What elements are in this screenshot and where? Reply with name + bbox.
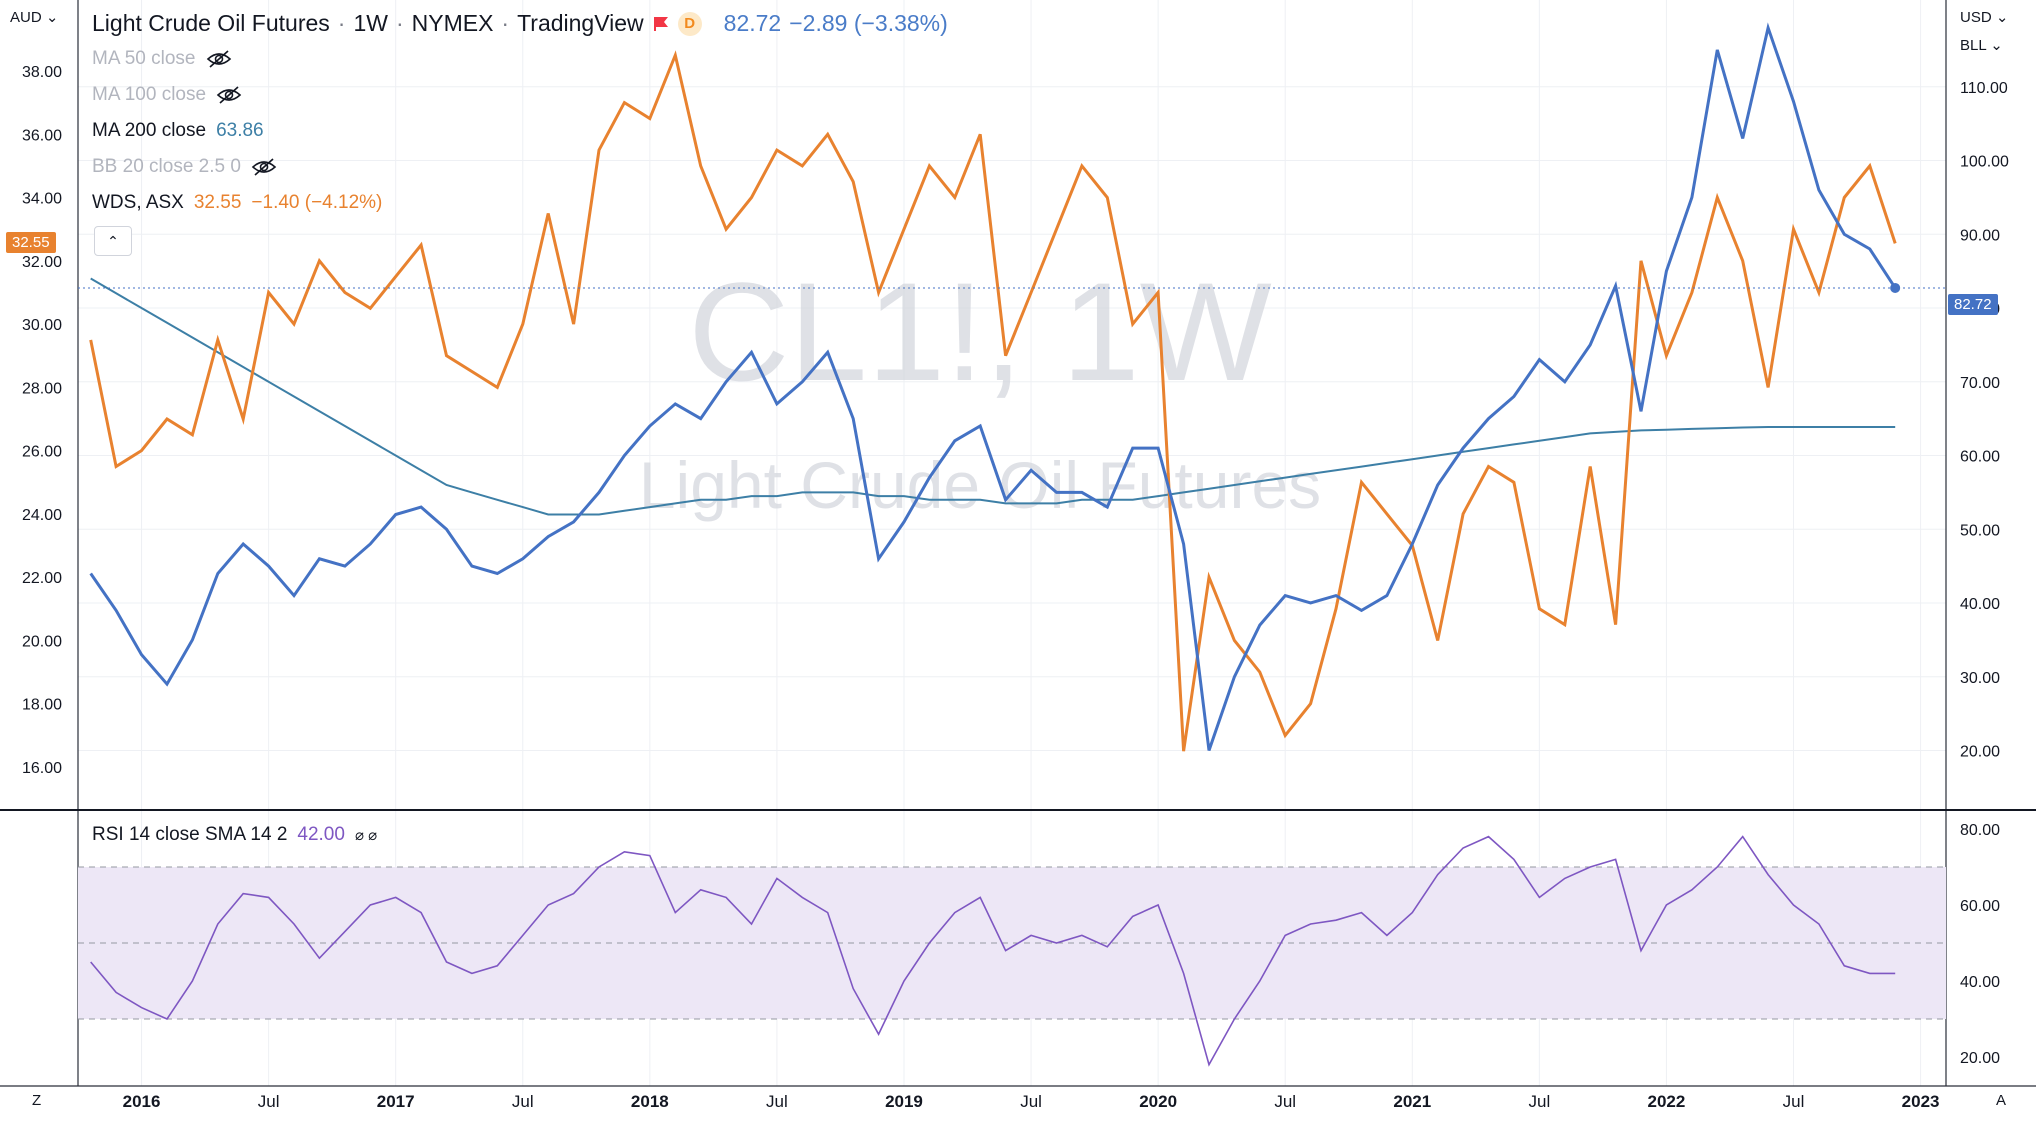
- left-tick-label: 24.00: [22, 507, 62, 524]
- compare-value: 32.55: [193, 192, 242, 213]
- data-delay-badge[interactable]: D: [677, 11, 702, 36]
- left-tick-label: 38.00: [22, 64, 62, 81]
- right-tick-label: 40.00: [1960, 596, 2000, 613]
- time-tick-label: 2019: [885, 1092, 923, 1111]
- time-tick-label: 2022: [1648, 1092, 1686, 1111]
- left-currency-button[interactable]: AUD ⌄: [10, 8, 58, 26]
- time-tick-label: 2018: [631, 1092, 669, 1111]
- indicator-ma50[interactable]: MA 50 close: [92, 48, 232, 70]
- rsi-tick-label: 20.00: [1960, 1050, 2000, 1067]
- time-tick-label: 2017: [377, 1092, 415, 1111]
- ma200-line: [90, 277, 1896, 516]
- price-change: −2.89 (−3.38%): [789, 10, 948, 36]
- compare-label: WDS, ASX: [92, 192, 184, 213]
- watermark-symbol: CL1!, 1W: [688, 253, 1272, 410]
- time-tick-label: 2023: [1902, 1092, 1940, 1111]
- right-price-tag: 82.72: [1948, 294, 1998, 315]
- crude-line[interactable]: [89, 22, 1897, 751]
- left-tick-label: 20.00: [22, 633, 62, 650]
- right-tick-label: 90.00: [1960, 227, 2000, 244]
- right-tick-label: 30.00: [1960, 670, 2000, 687]
- left-tick-label: 32.00: [22, 254, 62, 271]
- auto-scale-button[interactable]: A: [1996, 1092, 2007, 1109]
- wds-line[interactable]: [89, 50, 1897, 752]
- right-tick-label: 60.00: [1960, 449, 2000, 466]
- indicator-label: MA 200 close: [92, 120, 207, 141]
- left-tick-label: 28.00: [22, 380, 62, 397]
- watermark-name: Light Crude Oil Futures: [639, 448, 1321, 522]
- chevron-down-icon: ⌄: [1991, 9, 2009, 26]
- left-price-tag: 32.55: [6, 232, 56, 253]
- rsi-label: RSI 14 close SMA 14 2: [92, 824, 288, 845]
- right-tick-label: 50.00: [1960, 522, 2000, 539]
- indicator-label: MA 50 close: [92, 48, 196, 69]
- left-tick-label: 36.00: [22, 127, 62, 144]
- hidden-eye-icon[interactable]: [251, 157, 277, 177]
- time-tick-label: 2016: [123, 1092, 161, 1111]
- indicator-label: BB 20 close 2.5 0: [92, 156, 241, 177]
- left-tick-label: 22.00: [22, 570, 62, 587]
- currency-label: USD: [1960, 9, 1992, 26]
- rsi-tick-label: 80.00: [1960, 822, 2000, 839]
- time-tick-label: Jul: [1274, 1092, 1296, 1111]
- currency-label: AUD: [10, 9, 42, 26]
- unit-button[interactable]: BLL ⌄: [1960, 36, 2003, 54]
- zoom-button[interactable]: Z: [32, 1092, 42, 1109]
- chevron-down-icon: ⌄: [1986, 37, 2003, 54]
- indicator-ma100[interactable]: MA 100 close: [92, 84, 242, 106]
- flag-icon[interactable]: [652, 16, 670, 32]
- left-tick-label: 30.00: [22, 317, 62, 334]
- indicator-label: MA 100 close: [92, 84, 207, 105]
- time-tick-label: Jul: [1528, 1092, 1550, 1111]
- left-tick-label: 18.00: [22, 697, 62, 714]
- rsi-na-symbols: ⌀ ⌀: [354, 827, 378, 844]
- exchange-label: NYMEX: [411, 10, 494, 36]
- left-tick-label: 26.00: [22, 444, 62, 461]
- hidden-eye-icon[interactable]: [206, 49, 232, 69]
- source-label: TradingView: [517, 10, 644, 36]
- time-tick-label: Jul: [1783, 1092, 1805, 1111]
- right-tick-label: 20.00: [1960, 744, 2000, 761]
- left-tick-label: 16.00: [22, 760, 62, 777]
- time-tick-label: Jul: [258, 1092, 280, 1111]
- separator-dot: ·: [395, 10, 404, 36]
- right-currency-button[interactable]: USD ⌄: [1960, 8, 2008, 26]
- indicator-ma200[interactable]: MA 200 close 63.86: [92, 120, 264, 142]
- rsi-tick-label: 40.00: [1960, 974, 2000, 991]
- time-tick-label: 2020: [1139, 1092, 1177, 1111]
- unit-label: BLL: [1960, 37, 1987, 54]
- last-price-dot: [1890, 282, 1901, 293]
- time-tick-label: Jul: [512, 1092, 534, 1111]
- rsi-value: 42.00: [297, 824, 345, 845]
- time-tick-label: Jul: [1020, 1092, 1042, 1111]
- rsi-line[interactable]: [90, 835, 1896, 1067]
- separator-dot: ·: [337, 10, 346, 36]
- right-tick-label: 70.00: [1960, 375, 2000, 392]
- compare-change: −1.40 (−4.12%): [251, 192, 383, 213]
- rsi-tick-label: 60.00: [1960, 898, 2000, 915]
- chevron-up-icon: ⌃: [107, 232, 119, 249]
- chevron-down-icon: ⌄: [41, 9, 59, 26]
- rsi-legend[interactable]: RSI 14 close SMA 14 2 42.00 ⌀ ⌀: [92, 824, 377, 846]
- right-tick-label: 100.00: [1960, 154, 2009, 171]
- hidden-eye-icon[interactable]: [216, 85, 242, 105]
- separator-dot: ·: [501, 10, 510, 36]
- symbol-name[interactable]: Light Crude Oil Futures: [92, 10, 330, 36]
- collapse-legend-button[interactable]: ⌃: [94, 226, 132, 256]
- axes: 38.00 36.00 34.00 32.00 30.00 28.00 26.00 24.00…: [22, 64, 2009, 1111]
- compare-legend[interactable]: WDS, ASX 32.55 −1.40 (−4.12%): [92, 192, 382, 214]
- rsi-band-lines: [78, 866, 1946, 1020]
- indicator-value: 63.86: [216, 120, 264, 141]
- left-tick-label: 34.00: [22, 191, 62, 208]
- symbol-legend[interactable]: Light Crude Oil Futures · 1W · NYMEX · T…: [92, 10, 948, 37]
- right-tick-label: 110.00: [1960, 80, 2008, 97]
- time-tick-label: Jul: [766, 1092, 788, 1111]
- time-tick-label: 2021: [1393, 1092, 1431, 1111]
- last-price: 82.72: [723, 10, 782, 36]
- indicator-bb[interactable]: BB 20 close 2.5 0: [92, 156, 277, 178]
- interval-label[interactable]: 1W: [353, 10, 388, 36]
